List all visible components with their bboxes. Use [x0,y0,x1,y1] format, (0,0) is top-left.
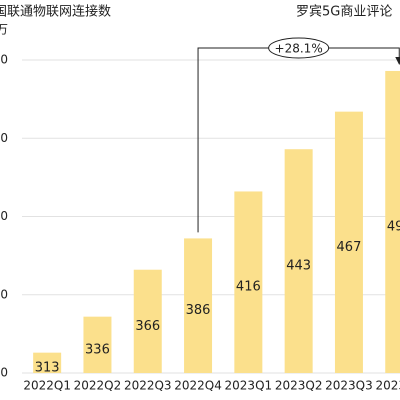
value-label: 416 [236,280,261,295]
value-label: 493 [387,219,400,234]
y-tick-label: 450 [0,131,8,145]
x-tick-label: 2022Q4 [174,379,222,393]
bar [234,191,263,373]
value-label: 336 [85,342,110,357]
y-tick-label: 300 [0,366,8,380]
value-label: 386 [186,303,211,318]
value-label: 443 [286,259,311,274]
x-tick-label: 2023Q4 [375,379,400,393]
value-label: 366 [135,319,160,334]
annotation-label: +28.1% [275,42,323,56]
bar [33,352,62,373]
x-tick-label: 2022Q1 [23,379,71,393]
bar [284,149,313,373]
annotation-oval [268,37,330,59]
bar [133,269,162,373]
bar [184,238,213,373]
x-tick-label: 2023Q3 [325,379,373,393]
x-tick-label: 2023Q1 [225,379,273,393]
source: 罗宾5G商业评论 [296,4,392,20]
x-tick-label: 2022Q3 [124,379,172,393]
bar [385,70,400,373]
y-tick-label: 400 [0,209,8,223]
chart-title: 国联通物联网连接数 [0,4,111,20]
y-tick-label: 350 [0,287,8,301]
x-tick-label: 2022Q2 [74,379,122,393]
annotation-arrow [395,56,400,65]
bar [83,316,112,373]
chart-subtitle: 万 [0,23,8,37]
value-label: 467 [337,240,362,255]
x-tick-label: 2023Q2 [275,379,323,393]
y-tick-label: 500 [0,53,8,67]
bar [334,111,363,374]
value-label: 313 [35,360,60,375]
